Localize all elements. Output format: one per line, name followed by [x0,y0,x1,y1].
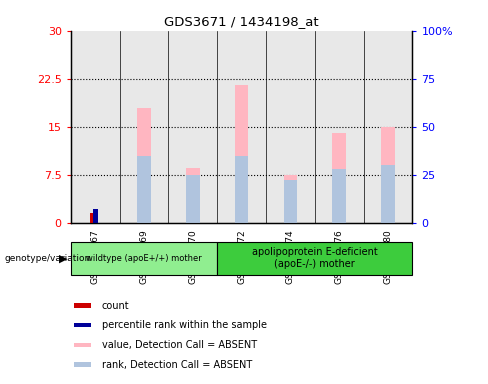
Text: rank, Detection Call = ABSENT: rank, Detection Call = ABSENT [102,359,252,369]
Bar [217,242,412,275]
Bar [168,31,217,223]
Text: percentile rank within the sample: percentile rank within the sample [102,320,266,330]
Bar [332,133,346,223]
Bar [217,31,266,223]
Bar [284,180,297,223]
Bar [137,108,151,223]
Bar [235,156,248,223]
Text: wildtype (apoE+/+) mother: wildtype (apoE+/+) mother [86,254,202,263]
Bar [186,175,200,223]
Bar [74,343,91,347]
Text: apolipoprotein E-deficient
(apoE-/-) mother: apolipoprotein E-deficient (apoE-/-) mot… [252,247,378,269]
Bar [266,31,315,223]
Bar [332,169,346,223]
Bar [74,362,91,367]
Bar [381,165,395,223]
Bar [74,303,91,308]
Title: GDS3671 / 1434198_at: GDS3671 / 1434198_at [164,15,319,28]
Text: ▶: ▶ [59,253,67,263]
Bar [93,209,98,223]
Bar [71,242,217,275]
Bar [74,323,91,327]
Bar [381,127,395,223]
Bar [235,85,248,223]
Bar [137,156,151,223]
Bar [90,213,95,223]
Bar [284,175,297,223]
Bar [71,31,120,223]
Text: count: count [102,301,129,311]
Bar [120,31,168,223]
Bar [186,168,200,223]
Bar [315,31,364,223]
Text: genotype/variation: genotype/variation [5,254,91,263]
Bar [364,31,412,223]
Text: value, Detection Call = ABSENT: value, Detection Call = ABSENT [102,340,257,350]
